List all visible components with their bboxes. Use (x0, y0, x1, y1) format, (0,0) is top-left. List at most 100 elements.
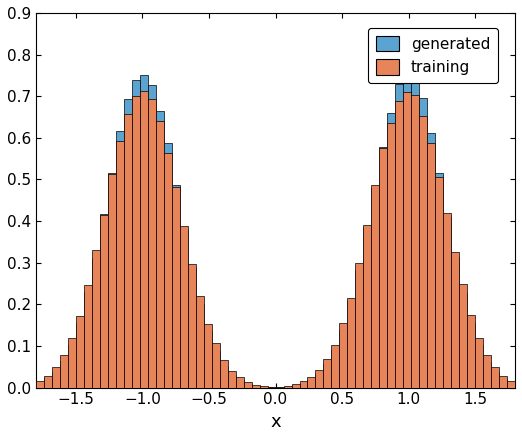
Bar (76, 324, 84, 388)
Bar (404, 76, 411, 388)
Bar (348, 301, 355, 388)
Bar (363, 227, 371, 388)
Bar (475, 338, 483, 388)
Bar (435, 173, 443, 388)
Bar (108, 173, 116, 388)
Bar (483, 355, 491, 388)
Bar (339, 330, 348, 388)
Bar (140, 91, 148, 388)
Bar (252, 386, 259, 388)
Bar (427, 143, 435, 388)
Bar (404, 92, 411, 388)
Bar (355, 263, 363, 388)
Bar (268, 387, 276, 388)
Bar (84, 292, 92, 388)
Bar (84, 285, 92, 388)
Bar (132, 96, 140, 388)
Bar (283, 386, 291, 388)
Bar (395, 84, 404, 388)
Bar (124, 99, 132, 388)
Bar (379, 148, 387, 388)
Bar (188, 264, 196, 388)
Bar (411, 78, 419, 388)
Bar (331, 350, 339, 388)
Bar (100, 215, 108, 388)
Bar (324, 360, 331, 388)
Bar (116, 131, 124, 388)
X-axis label: x: x (270, 413, 281, 431)
Bar (291, 385, 300, 388)
Bar (324, 364, 331, 388)
Bar (60, 355, 68, 388)
Bar (499, 379, 507, 388)
Bar (44, 378, 52, 388)
Bar (315, 371, 324, 388)
Bar (196, 296, 204, 388)
Bar (507, 383, 515, 388)
Bar (443, 213, 451, 388)
Bar (268, 387, 276, 388)
Bar (68, 345, 76, 388)
Bar (300, 384, 307, 388)
Bar (196, 304, 204, 388)
Bar (180, 230, 188, 388)
Bar (276, 387, 283, 388)
Bar (156, 121, 164, 388)
Bar (427, 133, 435, 388)
Bar (467, 315, 475, 388)
Bar (467, 323, 475, 388)
Bar (483, 362, 491, 388)
Bar (76, 316, 84, 388)
Bar (36, 383, 44, 388)
Bar (92, 258, 100, 388)
Bar (371, 188, 379, 388)
Bar (348, 298, 355, 388)
Bar (212, 343, 220, 388)
Bar (252, 385, 259, 388)
Bar (164, 153, 172, 388)
Bar (60, 361, 68, 388)
Bar (475, 345, 483, 388)
Bar (276, 387, 283, 388)
Bar (371, 184, 379, 388)
Bar (363, 225, 371, 388)
Bar (92, 250, 100, 388)
Bar (244, 382, 252, 388)
Bar (156, 111, 164, 388)
Bar (212, 351, 220, 388)
Bar (108, 174, 116, 388)
Bar (116, 141, 124, 388)
Bar (499, 376, 507, 388)
Bar (491, 372, 499, 388)
Bar (164, 143, 172, 388)
Bar (443, 216, 451, 388)
Bar (220, 366, 228, 388)
Bar (172, 185, 180, 388)
Bar (491, 367, 499, 388)
Bar (172, 187, 180, 388)
Bar (180, 226, 188, 388)
Bar (387, 113, 395, 388)
Bar (300, 381, 307, 388)
Bar (228, 371, 235, 388)
Bar (140, 75, 148, 388)
Bar (435, 177, 443, 388)
Bar (451, 257, 459, 388)
Bar (283, 387, 291, 388)
Bar (387, 123, 395, 388)
Bar (235, 381, 244, 388)
Bar (307, 380, 315, 388)
Legend: generated, training: generated, training (368, 28, 498, 83)
Bar (459, 293, 467, 388)
Bar (52, 372, 60, 388)
Bar (379, 148, 387, 388)
Bar (507, 381, 515, 388)
Bar (244, 384, 252, 388)
Bar (419, 116, 427, 388)
Bar (339, 323, 348, 388)
Bar (148, 85, 156, 388)
Bar (52, 367, 60, 388)
Bar (411, 95, 419, 388)
Bar (124, 114, 132, 388)
Bar (235, 377, 244, 388)
